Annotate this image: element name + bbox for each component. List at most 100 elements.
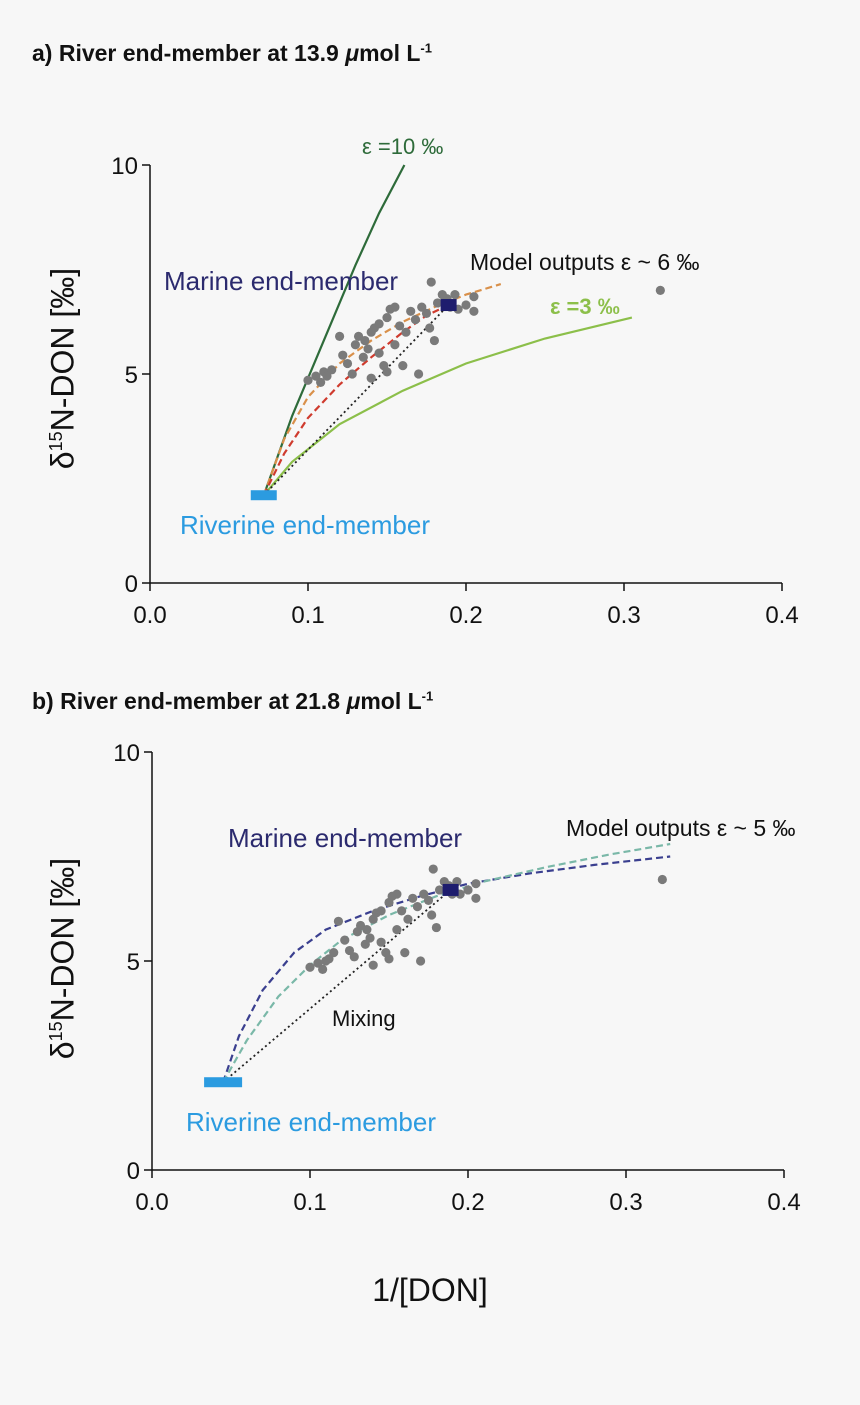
data-point bbox=[390, 340, 400, 350]
data-point bbox=[382, 367, 392, 377]
panel-b-chart: 0.0 0.1 0.2 0.3 0.4 0 5 10 Model outputs ε ~ 5 … bbox=[113, 740, 800, 1216]
data-point bbox=[469, 306, 479, 316]
marine-endmember-marker bbox=[442, 883, 459, 896]
data-point bbox=[452, 876, 462, 887]
panel-a-marine-label: Marine end-member bbox=[164, 266, 398, 296]
data-point bbox=[390, 302, 400, 312]
y-tick-label: 5 bbox=[127, 949, 140, 976]
x-tick-label: 0.3 bbox=[609, 1189, 642, 1216]
data-point bbox=[431, 922, 441, 933]
panel-b-marine-label: Marine end-member bbox=[228, 823, 462, 853]
panel-b-riverine-label: Riverine end-member bbox=[186, 1107, 436, 1137]
y-tick-label: 10 bbox=[111, 153, 138, 180]
data-point bbox=[350, 340, 360, 350]
data-point bbox=[342, 358, 353, 369]
data-point bbox=[395, 321, 405, 331]
data-point bbox=[423, 895, 434, 905]
data-point bbox=[397, 906, 407, 916]
data-point bbox=[313, 958, 323, 968]
x-tick-label: 0.1 bbox=[291, 602, 324, 629]
panel-a-chart: 0.0 0.1 0.2 0.3 0.4 0 5 10 ε =10 ‰ ε =3 ‰ Model… bbox=[111, 134, 798, 629]
data-point bbox=[417, 302, 427, 312]
y-tick-label: 0 bbox=[127, 1158, 140, 1185]
panel-b-model-label: Model outputs ε ~ 5 ‰ bbox=[566, 815, 796, 841]
data-point bbox=[469, 292, 479, 302]
data-point bbox=[318, 964, 328, 974]
x-tick-label: 0.3 bbox=[607, 602, 640, 629]
data-point bbox=[327, 365, 337, 375]
riverine-endmember-marker bbox=[250, 490, 277, 501]
panel-a-model-label: Model outputs ε ~ 6 ‰ bbox=[470, 249, 700, 275]
series-line bbox=[262, 164, 406, 496]
data-point bbox=[657, 874, 667, 885]
data-point bbox=[655, 285, 665, 295]
data-point bbox=[340, 935, 350, 945]
data-point bbox=[335, 331, 345, 341]
x-tick-label: 0.2 bbox=[451, 1189, 484, 1216]
data-point bbox=[450, 289, 460, 300]
data-point bbox=[333, 916, 344, 926]
data-point bbox=[311, 371, 321, 381]
data-point bbox=[406, 306, 416, 316]
data-point bbox=[408, 893, 418, 903]
data-point bbox=[401, 327, 411, 337]
data-point bbox=[425, 323, 435, 333]
data-point bbox=[412, 902, 423, 912]
y-tick-label: 10 bbox=[113, 740, 140, 767]
data-point bbox=[403, 914, 413, 924]
data-point bbox=[421, 308, 432, 318]
x-tick-label: 0.0 bbox=[133, 602, 166, 629]
data-point bbox=[347, 369, 357, 379]
panel-b-lines bbox=[222, 842, 671, 1083]
data-point bbox=[427, 910, 437, 920]
data-point bbox=[329, 948, 339, 958]
data-point bbox=[429, 335, 439, 346]
panel-a-title: a) River end-member at 13.9 μmol L-1 bbox=[32, 40, 432, 66]
data-point bbox=[374, 319, 384, 329]
panel-b-mixing-label: Mixing bbox=[332, 1006, 396, 1031]
x-tick-label: 0.4 bbox=[767, 1189, 800, 1216]
data-point bbox=[392, 889, 402, 899]
panel-a-eps10-label: ε =10 ‰ bbox=[362, 134, 443, 159]
marine-endmember-marker bbox=[440, 299, 457, 312]
data-point bbox=[324, 954, 334, 964]
riverine-endmember-marker bbox=[204, 1077, 243, 1088]
data-point bbox=[303, 375, 313, 385]
data-point bbox=[376, 906, 386, 916]
panel-a-eps3-label: ε =3 ‰ bbox=[550, 294, 620, 319]
data-point bbox=[471, 879, 481, 889]
data-point bbox=[432, 298, 443, 308]
data-point bbox=[363, 344, 373, 354]
data-point bbox=[358, 352, 368, 362]
panel-b-axes: 0.0 0.1 0.2 0.3 0.4 0 5 10 bbox=[113, 740, 800, 1216]
data-point bbox=[322, 371, 332, 381]
data-point bbox=[398, 361, 408, 371]
panel-b-points bbox=[305, 864, 667, 974]
data-point bbox=[376, 937, 386, 947]
panel-b-endmembers bbox=[204, 883, 459, 1088]
data-point bbox=[374, 348, 384, 358]
data-point bbox=[428, 864, 438, 874]
data-point bbox=[305, 962, 315, 972]
data-point bbox=[368, 960, 378, 970]
data-point bbox=[338, 350, 348, 360]
data-point bbox=[316, 377, 326, 387]
data-point bbox=[410, 315, 421, 325]
data-point bbox=[400, 948, 410, 958]
x-tick-label: 0.2 bbox=[449, 602, 482, 629]
x-tick-label: 0.4 bbox=[765, 602, 798, 629]
data-point bbox=[471, 893, 481, 903]
panel-a-riverine-label: Riverine end-member bbox=[180, 510, 430, 540]
data-point bbox=[360, 335, 370, 346]
data-point bbox=[384, 954, 394, 964]
panel-a-endmembers bbox=[250, 299, 457, 501]
x-axis-label: 1/[DON] bbox=[372, 1272, 488, 1308]
data-point bbox=[414, 369, 424, 379]
panel-a-axes: 0.0 0.1 0.2 0.3 0.4 0 5 10 bbox=[111, 153, 798, 629]
data-point bbox=[344, 945, 355, 956]
data-point bbox=[382, 312, 392, 323]
data-point bbox=[434, 885, 445, 895]
data-point bbox=[461, 300, 471, 310]
data-point bbox=[392, 925, 402, 935]
